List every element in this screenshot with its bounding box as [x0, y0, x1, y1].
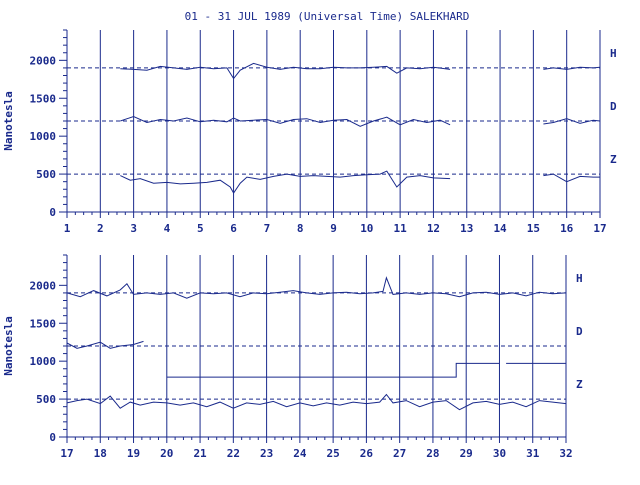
- x-tick-label: 9: [330, 222, 337, 235]
- x-tick-label: 30: [493, 447, 506, 460]
- y-tick-label: 0: [49, 206, 56, 219]
- x-tick-label: 17: [593, 222, 606, 235]
- x-tick-label: 22: [227, 447, 240, 460]
- x-tick-label: 27: [393, 447, 406, 460]
- chart-title: 01 - 31 JUL 1989 (Universal Time) SALEKH…: [185, 10, 470, 23]
- x-tick-label: 15: [527, 222, 540, 235]
- component-label-d: D: [610, 100, 617, 113]
- x-tick-label: 26: [360, 447, 374, 460]
- panel-1: 1 2 3 4 5 6 7 8 9 10 11 12 13 14 15 16 17050010001500200…: [2, 29, 617, 235]
- trace-z: [543, 173, 600, 183]
- x-tick-label: 1: [64, 222, 71, 235]
- y-axis-title: Nanotesla: [2, 316, 15, 376]
- component-label-h: H: [576, 272, 583, 285]
- x-tick-label: 25: [327, 447, 340, 460]
- x-tick-label: 23: [260, 447, 273, 460]
- y-tick-label: 0: [49, 431, 56, 444]
- y-tick-label: 2000: [30, 279, 57, 292]
- x-tick-label: 7: [264, 222, 271, 235]
- y-tick-label: 500: [36, 168, 56, 181]
- y-tick-label: 2000: [30, 54, 57, 67]
- x-tick-label: 16: [560, 222, 574, 235]
- trace-h: [120, 62, 451, 80]
- y-tick-label: 500: [36, 393, 56, 406]
- trace-d: [166, 362, 500, 378]
- trace-h: [543, 66, 601, 70]
- y-tick-label: 1500: [30, 92, 57, 105]
- x-tick-label: 31: [526, 447, 540, 460]
- trace-d: [120, 115, 451, 127]
- x-tick-label: 21: [193, 447, 207, 460]
- x-tick-label: 18: [94, 447, 107, 460]
- x-tick-label: 4: [164, 222, 171, 235]
- x-tick-label: 20: [160, 447, 173, 460]
- x-tick-label: 10: [360, 222, 373, 235]
- y-axis-title: Nanotesla: [2, 91, 15, 151]
- x-tick-label: 2: [97, 222, 104, 235]
- x-tick-label: 3: [130, 222, 137, 235]
- panels-group: 1 2 3 4 5 6 7 8 9 10 11 12 13 14 15 16 17050010001500200…: [2, 29, 617, 460]
- component-label-z: Z: [610, 153, 617, 166]
- x-tick-label: 17: [60, 447, 73, 460]
- x-tick-label: 8: [297, 222, 304, 235]
- component-label-d: D: [576, 325, 583, 338]
- x-tick-label: 13: [460, 222, 473, 235]
- panel-2: 17 18 19 20 21 22 23 24 25 26 27 28 29 30 31 32 0 500 1000…: [2, 254, 583, 460]
- trace-d: [543, 118, 601, 125]
- x-tick-label: 24: [293, 447, 307, 460]
- x-tick-label: 32: [559, 447, 572, 460]
- x-tick-label: 5: [197, 222, 204, 235]
- x-tick-label: 14: [493, 222, 507, 235]
- x-tick-label: 19: [127, 447, 140, 460]
- y-tick-label: 1000: [30, 130, 57, 143]
- x-tick-label: 28: [426, 447, 439, 460]
- trace-d: [66, 340, 144, 349]
- x-tick-label: 11: [394, 222, 408, 235]
- trace-z: [66, 393, 567, 411]
- x-tick-label: 12: [427, 222, 440, 235]
- component-label-h: H: [610, 47, 617, 60]
- x-tick-label: 29: [460, 447, 473, 460]
- y-tick-label: 1000: [30, 355, 57, 368]
- component-label-z: Z: [576, 378, 583, 391]
- y-tick-label: 1500: [30, 317, 57, 330]
- x-tick-label: 6: [230, 222, 237, 235]
- trace-z: [120, 170, 451, 194]
- trace-h: [66, 276, 567, 299]
